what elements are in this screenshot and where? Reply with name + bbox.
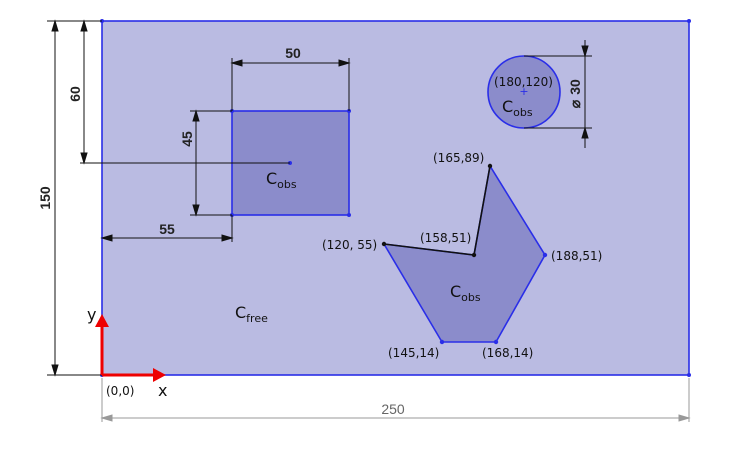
height-label: 150 xyxy=(37,186,53,210)
rect-top-offset-label: 60 xyxy=(67,86,83,102)
free-space-label: Cfree xyxy=(235,303,268,325)
rect-width-dimension xyxy=(230,58,351,111)
rect-left-offset-label: 55 xyxy=(159,221,175,237)
circle-diameter-symbol: ⌀ xyxy=(567,99,583,108)
height-dimension xyxy=(47,19,102,377)
rect-left-offset-dimension xyxy=(100,215,234,242)
x-axis-arrow-icon xyxy=(153,368,166,382)
rect-top-offset-dimension xyxy=(80,19,290,165)
circle-diameter-dimension xyxy=(524,40,592,148)
coordinate-axes xyxy=(100,324,155,377)
x-axis-label: x xyxy=(158,381,167,400)
polygon-obstacle-label: Cobs xyxy=(450,282,481,304)
y-axis-arrow-icon xyxy=(95,314,109,327)
circle-obstacle-label: Cobs xyxy=(502,97,533,119)
free-space-region xyxy=(101,20,690,376)
svg-text:+: + xyxy=(519,85,528,98)
rect-width-label: 50 xyxy=(285,45,301,61)
rect-height-label: 45 xyxy=(179,131,195,147)
rect-obstacle-label: Cobs xyxy=(266,169,297,191)
vertex-168-14-coord: (168,14) xyxy=(482,346,533,360)
rect-height-dimension xyxy=(190,109,232,217)
width-dimension xyxy=(100,378,691,422)
origin-label: (0,0) xyxy=(106,384,134,398)
vertex-145-14-coord: (145,14) xyxy=(388,346,439,360)
circle-diameter-label: 30 xyxy=(567,79,583,95)
vertex-158-51-coord: (158,51) xyxy=(420,231,471,245)
vertex-188-51-coord: (188,51) xyxy=(551,249,602,263)
vertex-165-89-coord: (165,89) xyxy=(433,151,484,165)
vertex-120-55-coord: (120, 55) xyxy=(322,238,377,252)
y-axis-label: y xyxy=(87,305,96,324)
width-label: 250 xyxy=(381,401,405,417)
circle-center-coord: (180,120) xyxy=(494,75,553,89)
